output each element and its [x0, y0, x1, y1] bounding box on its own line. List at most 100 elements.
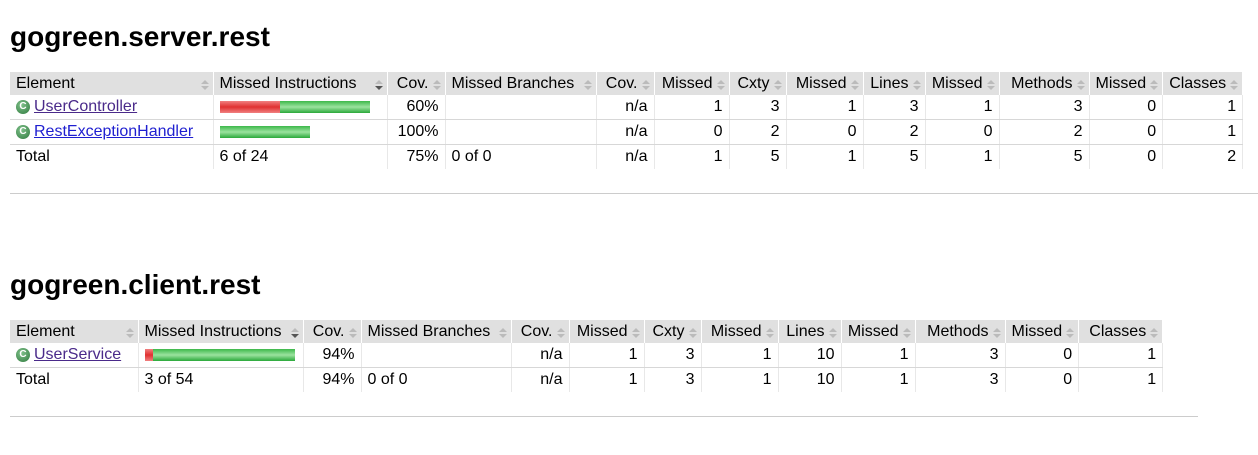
total-missed-lines: 1	[786, 144, 864, 169]
column-header-instruction-coverage[interactable]: Cov.	[387, 72, 446, 95]
sort-ascending-icon	[200, 80, 209, 84]
total-missed-methods: 1	[841, 367, 916, 392]
sort-icon[interactable]	[583, 80, 592, 90]
sort-descending-icon	[1230, 86, 1239, 90]
column-header-branch-coverage[interactable]: Cov.	[511, 320, 570, 343]
sort-icon[interactable]	[912, 80, 921, 90]
column-header-branch-coverage[interactable]: Cov.	[596, 72, 655, 95]
column-header-missed-instructions[interactable]: Missed Instructions	[138, 320, 304, 343]
column-header-label: Missed	[661, 74, 713, 92]
column-header-instruction-coverage[interactable]: Cov.	[303, 320, 362, 343]
sort-icon[interactable]	[828, 328, 837, 338]
column-header-label: Cov.	[605, 74, 638, 92]
column-header-methods[interactable]: Methods	[915, 320, 1006, 343]
column-header-element[interactable]: Element	[10, 320, 139, 343]
sort-icon[interactable]	[1066, 328, 1075, 338]
missed-branches-cell	[445, 95, 597, 120]
column-header-missed-instructions[interactable]: Missed Instructions	[213, 72, 388, 95]
column-header-label: Cxty	[737, 74, 770, 92]
sort-icon[interactable]	[556, 328, 565, 338]
column-header-missed-methods[interactable]: Missed	[841, 320, 916, 343]
sort-descending-icon	[902, 334, 911, 338]
sort-icon[interactable]	[125, 328, 134, 338]
sort-icon[interactable]	[348, 328, 357, 338]
sort-icon[interactable]	[986, 80, 995, 90]
sort-ascending-icon	[765, 328, 774, 332]
column-header-label: Methods	[1011, 74, 1073, 92]
column-header-complexity[interactable]: Cxty	[729, 72, 787, 95]
column-header-label: Cov.	[312, 322, 345, 340]
total-methods: 3	[915, 367, 1006, 392]
sort-ascending-icon	[716, 80, 725, 84]
column-header-label: Missed	[1095, 74, 1147, 92]
total-instruction-coverage: 94%	[303, 367, 362, 392]
missed-branches-cell	[445, 119, 597, 145]
column-header-missed-classes[interactable]: Missed	[1005, 320, 1080, 343]
column-header-methods[interactable]: Methods	[999, 72, 1090, 95]
sort-ascending-icon	[688, 328, 697, 332]
sort-icon[interactable]	[374, 80, 383, 90]
sort-icon[interactable]	[902, 328, 911, 338]
column-header-classes[interactable]: Classes	[1162, 72, 1244, 95]
sort-icon[interactable]	[641, 80, 650, 90]
column-header-element[interactable]: Element	[10, 72, 214, 95]
instruction-bar-cell	[213, 95, 388, 120]
column-header-missed-complexity[interactable]: Missed	[569, 320, 645, 343]
missed-complexity-cell: 1	[569, 343, 645, 368]
sort-icon[interactable]	[1230, 80, 1239, 90]
sort-icon[interactable]	[631, 328, 640, 338]
column-header-complexity[interactable]: Cxty	[644, 320, 702, 343]
total-row: Total 3 of 54 94% 0 of 0 n/a 1 3 1 10 1 3 0 1	[10, 367, 1164, 392]
sort-icon[interactable]	[1150, 80, 1159, 90]
sort-descending-icon	[992, 334, 1001, 338]
sort-icon[interactable]	[765, 328, 774, 338]
sort-icon[interactable]	[290, 328, 299, 338]
sort-ascending-icon	[912, 80, 921, 84]
class-icon: C	[16, 124, 30, 139]
column-header-label: Cov.	[520, 322, 553, 340]
sort-icon[interactable]	[498, 328, 507, 338]
sort-icon[interactable]	[992, 328, 1001, 338]
column-header-missed-branches[interactable]: Missed Branches	[361, 320, 512, 343]
column-header-missed-methods[interactable]: Missed	[925, 72, 1000, 95]
missed-methods-cell: 0	[925, 119, 1000, 145]
class-link[interactable]: RestExceptionHandler	[34, 123, 194, 140]
sort-ascending-icon	[1150, 80, 1159, 84]
header-row: Element Missed Instructions Cov. Missed Bra…	[10, 320, 1164, 343]
total-missed-lines: 1	[701, 367, 779, 392]
sort-icon[interactable]	[1150, 328, 1159, 338]
instruction-bar-cell	[138, 343, 304, 368]
sort-icon[interactable]	[773, 80, 782, 90]
column-header-label: Missed	[1011, 322, 1063, 340]
sort-descending-icon	[641, 86, 650, 90]
column-header-missed-classes[interactable]: Missed	[1089, 72, 1164, 95]
sort-icon[interactable]	[1076, 80, 1085, 90]
class-link[interactable]: UserController	[34, 98, 138, 115]
sort-ascending-icon	[583, 80, 592, 84]
column-header-classes[interactable]: Classes	[1078, 320, 1164, 343]
column-header-missed-complexity[interactable]: Missed	[654, 72, 730, 95]
class-link[interactable]: UserService	[34, 346, 122, 363]
total-methods: 5	[999, 144, 1090, 169]
sort-ascending-icon	[1066, 328, 1075, 332]
sort-ascending-icon	[631, 328, 640, 332]
divider	[10, 416, 1198, 417]
column-header-missed-branches[interactable]: Missed Branches	[445, 72, 597, 95]
column-header-label: Lines	[870, 74, 909, 92]
total-lines: 10	[778, 367, 842, 392]
column-header-missed-lines[interactable]: Missed	[786, 72, 864, 95]
sort-descending-icon	[688, 334, 697, 338]
sort-icon[interactable]	[716, 80, 725, 90]
sort-icon[interactable]	[850, 80, 859, 90]
branch-coverage-cell: n/a	[511, 343, 570, 368]
sort-icon[interactable]	[432, 80, 441, 90]
column-header-lines[interactable]: Lines	[778, 320, 842, 343]
total-branch-coverage: n/a	[511, 367, 570, 392]
sort-descending-icon	[986, 86, 995, 90]
sort-descending-icon	[716, 86, 725, 90]
instruction-coverage-cell: 100%	[387, 119, 446, 145]
sort-icon[interactable]	[200, 80, 209, 90]
column-header-lines[interactable]: Lines	[863, 72, 926, 95]
column-header-missed-lines[interactable]: Missed	[701, 320, 779, 343]
sort-icon[interactable]	[688, 328, 697, 338]
